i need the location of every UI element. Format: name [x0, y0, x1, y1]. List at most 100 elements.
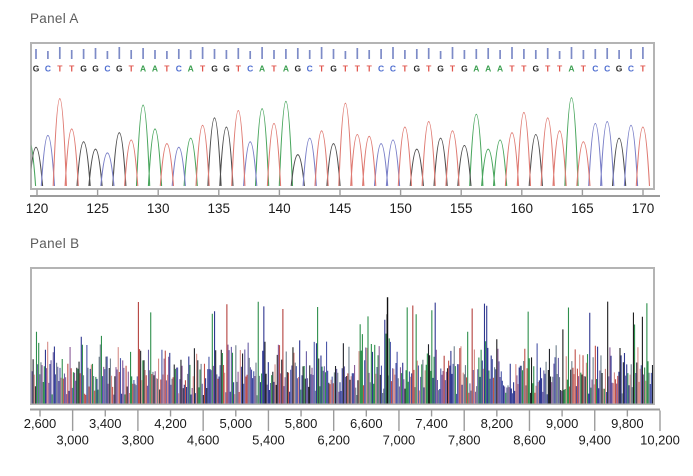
- base-call-letter: T: [57, 64, 63, 74]
- base-call-letter: G: [116, 64, 123, 74]
- base-call-letter: A: [283, 64, 289, 74]
- base-call-letter: A: [473, 64, 479, 74]
- panel-b-tick-label: 4,600: [187, 433, 220, 448]
- panel-b-tick-label: 7,400: [415, 416, 448, 431]
- base-call-letter: A: [188, 64, 194, 74]
- panel-b-tick-label: 9,000: [546, 416, 579, 431]
- panel-a-tick-label: 130: [147, 201, 170, 216]
- base-call-letter: A: [497, 64, 503, 74]
- panel-a-tick-label: 160: [511, 201, 534, 216]
- panel-a-axis: 120 125 130 135 140 145 150 155 160 165 170: [26, 189, 660, 216]
- base-call-letter: G: [413, 64, 420, 74]
- base-call-letter: C: [104, 64, 110, 74]
- panel-b-tick-label: 2,600: [24, 416, 57, 431]
- panel-b-tick-label: 5,400: [252, 433, 285, 448]
- panel-b-title: Panel B: [30, 236, 80, 251]
- base-call-letter: G: [616, 64, 623, 74]
- noise-spikes: [137, 302, 473, 404]
- base-call-letter: G: [33, 64, 40, 74]
- panel-b-tick-label: 10,200: [640, 433, 680, 448]
- noise-spikes: [49, 341, 652, 404]
- panel-b-tick-label: 4,200: [154, 416, 187, 431]
- panel-b-tick-label: 7,000: [383, 433, 416, 448]
- base-call-letter: A: [140, 64, 146, 74]
- base-call-letter: T: [521, 64, 527, 74]
- trace-line: [40, 121, 639, 187]
- base-call-letter: T: [450, 64, 456, 74]
- base-call-letter: C: [390, 64, 396, 74]
- base-call-letter: T: [129, 64, 135, 74]
- noise-spikes: [35, 301, 649, 404]
- base-call-letter: G: [294, 64, 301, 74]
- base-call-letter: T: [640, 64, 646, 74]
- base-call-letter: T: [355, 64, 361, 74]
- base-call-letter: T: [69, 64, 75, 74]
- base-call-letter: A: [259, 64, 265, 74]
- base-call-letter: C: [247, 64, 253, 74]
- panel-a-tick-label: 165: [571, 201, 594, 216]
- panel-a-trace: [31, 97, 651, 187]
- base-call-letter: G: [211, 64, 218, 74]
- base-call-letter: C: [176, 64, 182, 74]
- base-call-letter: C: [307, 64, 313, 74]
- noise-spikes: [62, 345, 619, 404]
- panel-a-tick-label: 135: [208, 201, 231, 216]
- panel-a-title: Panel A: [30, 11, 79, 26]
- base-call-letter: T: [367, 64, 373, 74]
- panel-b-tick-label: 3,800: [122, 433, 155, 448]
- panel-a-tick-label: 155: [450, 201, 473, 216]
- trace-line: [52, 98, 651, 187]
- panel-b-tick-label: 5,800: [285, 416, 318, 431]
- panel-a-tick-label: 145: [329, 201, 352, 216]
- base-call-letter: C: [45, 64, 51, 74]
- noise-spikes: [32, 341, 654, 404]
- base-call-letter: T: [164, 64, 170, 74]
- base-call-letter: T: [426, 64, 432, 74]
- panel-b-trace: [31, 297, 654, 404]
- base-call-letter: C: [592, 64, 598, 74]
- base-call-letter: T: [545, 64, 551, 74]
- base-call-letter: T: [200, 64, 206, 74]
- panel-b-tick-label: 8,600: [513, 433, 546, 448]
- base-call-letter: G: [92, 64, 99, 74]
- panel-b-tick-label: 8,200: [481, 416, 514, 431]
- base-call-letter: T: [319, 64, 325, 74]
- base-call-letter: G: [330, 64, 337, 74]
- trace-line: [31, 117, 627, 187]
- base-call-letter: C: [628, 64, 634, 74]
- panel-b-tick-label: 6,600: [350, 416, 383, 431]
- panel-a-tick-label: 120: [26, 201, 49, 216]
- panel-b-tick-label: 9,800: [611, 416, 644, 431]
- base-call-letter: C: [604, 64, 610, 74]
- base-call-letter: T: [236, 64, 242, 74]
- base-call-letter: T: [271, 64, 277, 74]
- base-call-letter: A: [485, 64, 491, 74]
- base-call-letter: G: [461, 64, 468, 74]
- base-call-letter: G: [223, 64, 230, 74]
- base-call-letter: T: [581, 64, 587, 74]
- base-call-letter: T: [402, 64, 408, 74]
- noise-spikes: [33, 341, 647, 404]
- panel-b-tick-label: 9,400: [578, 433, 611, 448]
- base-call-letter: A: [152, 64, 158, 74]
- noise-spikes: [41, 344, 645, 404]
- panel-b-tick-label: 3,000: [56, 433, 89, 448]
- noise-spikes: [44, 302, 630, 404]
- base-call-letter: T: [509, 64, 515, 74]
- base-call-letter: G: [437, 64, 444, 74]
- panel-a-tick-label: 170: [632, 201, 655, 216]
- panel-b-tick-label: 6,200: [317, 433, 350, 448]
- trace-line: [31, 97, 579, 187]
- base-call-letter: T: [343, 64, 349, 74]
- panel-b-tick-label: 7,800: [448, 433, 481, 448]
- noise-spikes: [40, 344, 650, 404]
- panel-b-tick-label: 3,400: [89, 416, 122, 431]
- panel-a-tick-label: 125: [86, 201, 109, 216]
- panel-a-call-bars: [35, 47, 644, 59]
